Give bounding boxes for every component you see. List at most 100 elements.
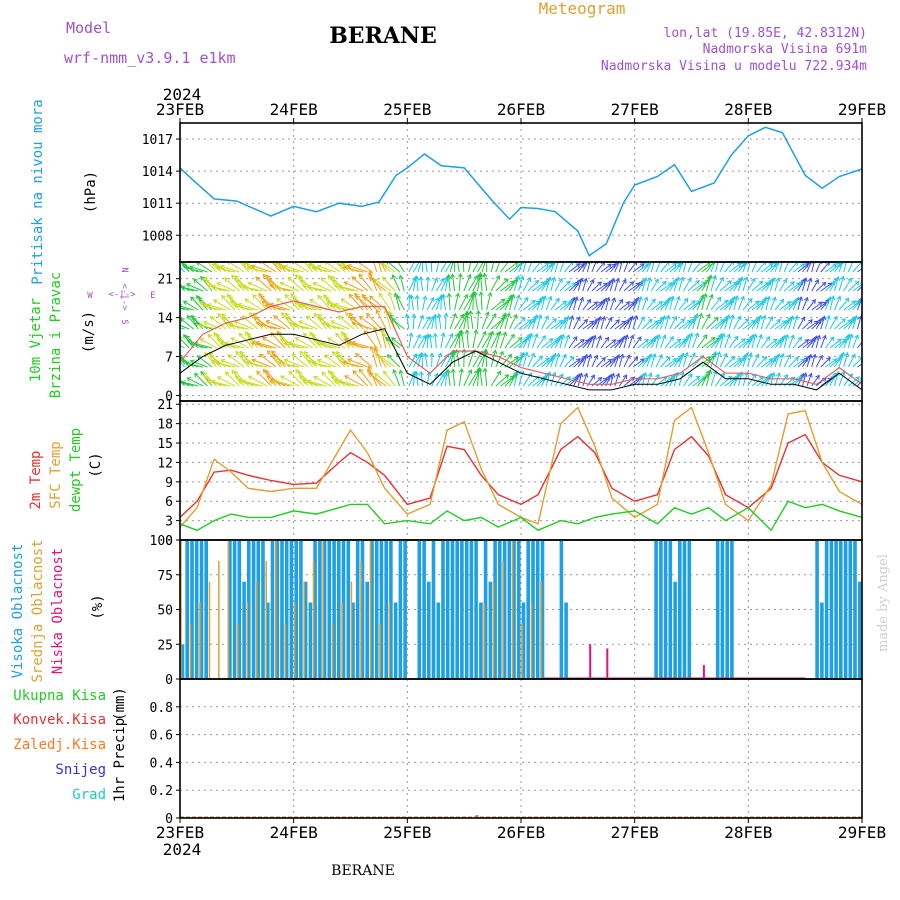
- wind-arrow: [747, 352, 752, 368]
- y-tick-label: 0: [165, 534, 173, 549]
- wind-arrow: [733, 295, 738, 311]
- wind-arrow: [715, 351, 721, 368]
- wind-arrow: [263, 274, 277, 292]
- wind-arrow-head: [472, 290, 478, 296]
- wind-arrow-head: [291, 262, 294, 265]
- wind-arrow-head: [446, 292, 452, 298]
- wind-arrow-head: [733, 335, 739, 341]
- wind-arrow: [861, 271, 862, 272]
- wind-arrow-head: [306, 359, 312, 364]
- wind-arrow-head: [173, 305, 177, 309]
- wind-arrow-head: [786, 301, 792, 306]
- wind-arrow: [596, 357, 606, 368]
- wind-arrow: [408, 262, 415, 273]
- wind-arrow-head: [422, 295, 428, 301]
- wind-arrow: [829, 262, 842, 273]
- wind-arrow-head: [381, 328, 386, 334]
- wind-arrow: [481, 262, 486, 273]
- wind-arrow: [392, 274, 401, 292]
- wind-arrow-head: [723, 299, 729, 305]
- wind-arrow-head: [249, 312, 254, 317]
- wind-arrow-head: [414, 370, 420, 376]
- wind-arrow-head: [333, 283, 339, 289]
- wind-arrow: [642, 339, 654, 349]
- wind-arrow: [696, 262, 711, 273]
- wind-arrow-head: [808, 319, 813, 324]
- wind-arrow-head: [345, 312, 350, 317]
- wind-arrow-head: [576, 316, 581, 322]
- x-tick-label-bottom: 26FEB: [497, 823, 545, 842]
- wind-arrow: [234, 371, 250, 387]
- elevation-label: Nadmorska Visina 691m: [703, 42, 868, 57]
- wind-arrow: [623, 301, 635, 311]
- wind-arrow: [180, 347, 181, 348]
- wind-arrow: [228, 324, 249, 330]
- wind-arrow-head: [196, 295, 201, 300]
- wind-arrow: [554, 353, 560, 368]
- wind-arrow-head: [493, 255, 497, 259]
- mid-cloud-bar: [303, 581, 305, 679]
- wind-arrow: [183, 300, 199, 311]
- wind-arrow-head: [237, 283, 243, 289]
- wind-arrow: [378, 262, 382, 273]
- wind-arrow-head: [804, 338, 810, 344]
- wind-arrow: [852, 315, 858, 330]
- wind-arrow-head: [404, 313, 410, 318]
- wind-arrow: [650, 335, 658, 349]
- wind-arrow: [495, 299, 510, 311]
- wind-arrow-head: [423, 352, 429, 358]
- wind-arrow: [513, 262, 524, 273]
- wind-arrow: [605, 279, 613, 292]
- wind-arrow-head: [643, 296, 649, 302]
- wind-arrow: [577, 319, 588, 330]
- high-cloud-bar: [346, 540, 351, 679]
- mid-cloud-bar: [540, 581, 542, 679]
- mid-cloud-bar: [521, 623, 523, 679]
- wind-arrow-head: [288, 370, 294, 376]
- high-cloud-bar: [829, 540, 834, 679]
- axis-label: (C): [88, 452, 104, 477]
- wind-arrow-head: [680, 352, 685, 358]
- wind-arrow: [355, 353, 373, 368]
- wind-arrow: [568, 297, 575, 311]
- wind-arrow-head: [384, 337, 390, 342]
- wind-arrow-head: [768, 316, 774, 321]
- wind-arrow: [334, 380, 355, 387]
- wind-arrow-head: [691, 352, 696, 358]
- wind-arrow: [660, 356, 671, 368]
- wind-arrow-head: [621, 335, 626, 341]
- wind-arrow-head: [242, 358, 248, 364]
- wind-arrow: [213, 299, 231, 311]
- wind-arrow: [458, 294, 468, 311]
- wind-arrow: [495, 331, 501, 349]
- wind-arrow-head: [793, 314, 799, 320]
- wind-arrow-head: [565, 334, 571, 340]
- wind-arrow: [701, 314, 711, 330]
- wind-arrow-head: [455, 292, 461, 298]
- wind-arrow: [660, 334, 666, 349]
- wind-arrow: [180, 337, 190, 349]
- wind-arrow: [605, 339, 616, 349]
- wind-arrow: [600, 298, 607, 311]
- wind-arrow-head: [375, 251, 379, 255]
- wind-arrow-head: [720, 372, 725, 378]
- wind-arrow-head: [174, 260, 178, 264]
- wind-arrow: [406, 314, 410, 330]
- wind-arrow-head: [283, 358, 289, 364]
- wind-arrow-head: [847, 277, 852, 283]
- precip-legend-item: Grad: [72, 787, 106, 803]
- wind-arrow: [637, 316, 645, 330]
- wind-arrow: [429, 334, 433, 349]
- wind-arrow-head: [210, 379, 216, 385]
- wind-arrow-head: [274, 262, 280, 268]
- wind-arrow-head: [201, 303, 207, 309]
- wind-arrow: [379, 355, 396, 368]
- wind-arrow: [457, 262, 460, 273]
- wind-arrow-head: [770, 276, 776, 282]
- wind-arrow: [843, 300, 856, 311]
- y-tick-label: 0: [165, 812, 173, 827]
- wind-arrow-head: [412, 353, 417, 358]
- wind-arrow-head: [386, 262, 389, 265]
- wind-arrow: [591, 281, 602, 292]
- wind-arrow: [541, 338, 554, 349]
